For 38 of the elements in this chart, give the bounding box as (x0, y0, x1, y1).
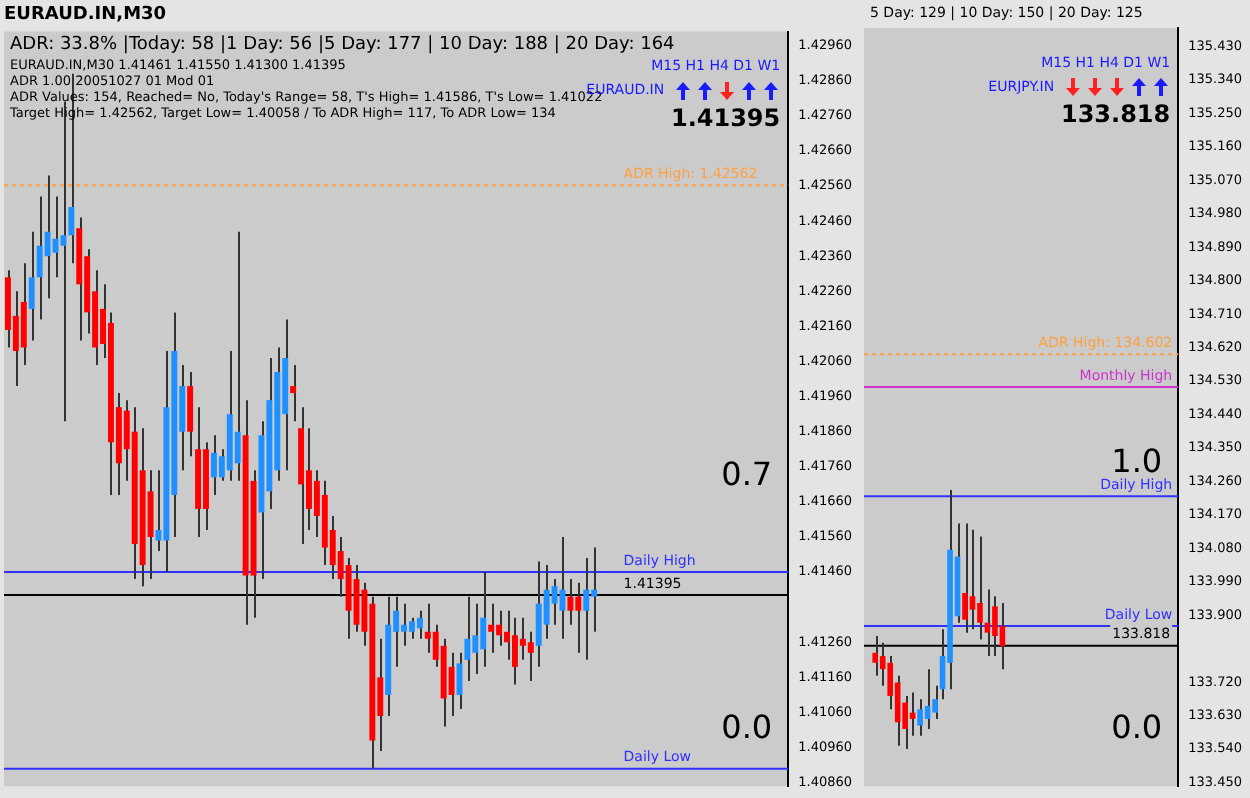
candlestick (345, 557, 352, 640)
candlestick (401, 602, 408, 647)
candlestick (977, 535, 983, 641)
candlestick (583, 557, 590, 661)
candlestick (917, 698, 923, 737)
candlestick (551, 578, 558, 626)
candlestick (872, 635, 879, 677)
annotation: 1.41395 (670, 103, 781, 132)
candlestick (147, 469, 154, 581)
annotation: 0.7 (721, 455, 773, 494)
candlestick (519, 616, 526, 661)
candlestick (962, 522, 968, 634)
candlestick (480, 571, 487, 668)
candlestick (424, 602, 431, 654)
candlestick (472, 602, 479, 675)
annotation: 0.0 (721, 707, 773, 746)
candlestick (448, 651, 455, 718)
candlestick (234, 230, 241, 482)
candlestick (210, 434, 217, 496)
annotation: 1.0 (1111, 442, 1163, 481)
candlestick (504, 609, 510, 661)
candlestick (290, 364, 297, 423)
candlestick (535, 560, 542, 668)
annotation: 133.818 (1060, 100, 1171, 129)
candlestick (591, 546, 598, 633)
chart-title: EURAUD.IN,M30 (4, 5, 167, 26)
candlestick (575, 581, 582, 654)
candlestick (416, 609, 423, 640)
annotation: 0.0 (1111, 707, 1163, 746)
candlestick (511, 616, 518, 686)
candlestick (969, 528, 976, 631)
candlestick (488, 602, 495, 654)
candlestick (992, 595, 998, 658)
candlestick (567, 578, 574, 626)
annotation: ADR: 33.8% |Today: 58 |1 Day: 56 |5 Day: 177 | 10 Day: 188 | 20 Day: 164 (10, 35, 676, 56)
candlestick (543, 564, 550, 640)
candlestick (527, 630, 534, 682)
candlestick (496, 609, 503, 647)
